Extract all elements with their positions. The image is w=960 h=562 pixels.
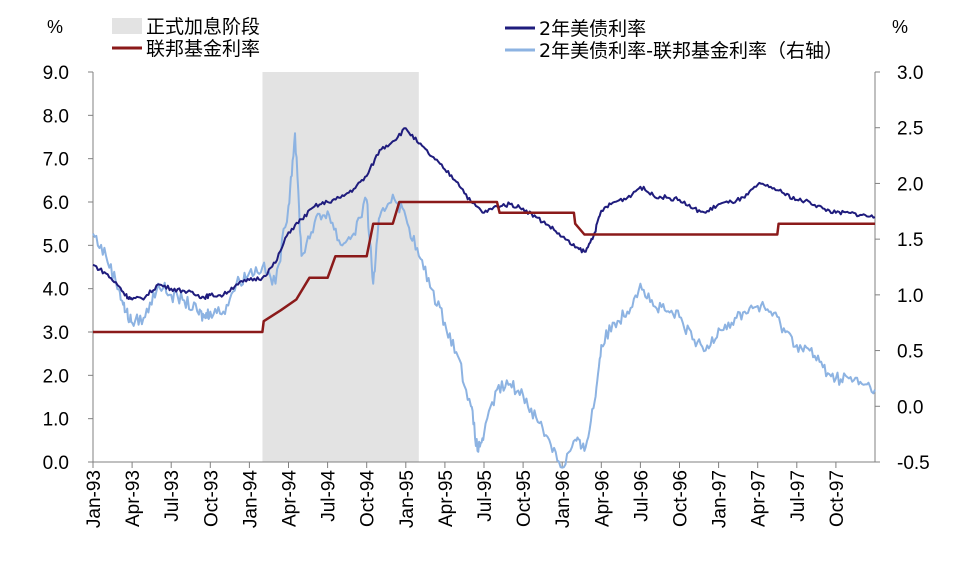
x-tick-label: Apr-94: [280, 470, 301, 527]
x-tick-label: Apr-96: [592, 470, 613, 527]
right-tick-label: 2.5: [897, 119, 923, 140]
x-tick-label: Oct-94: [358, 470, 379, 527]
x-axis-ticks: Jan-93 Apr-93 Jul-93 Oct-93 Jan-94 Apr-94 Jul-…: [84, 462, 848, 528]
right-tick-label: 2.0: [897, 174, 923, 195]
left-tick-label: 1.0: [43, 410, 69, 431]
legend-label-2y-yield: 2年美债利率: [539, 18, 646, 40]
right-tick-label: 0.0: [897, 397, 923, 418]
x-tick-label: Jul-97: [788, 470, 809, 522]
left-tick-label: 3.0: [43, 323, 69, 344]
left-tick-label: 5.0: [43, 236, 69, 257]
two-year-yield-line: [92, 127, 876, 301]
axes: [92, 72, 876, 463]
x-tick-label: Jan-97: [710, 470, 731, 528]
right-tick-label: 0.5: [897, 342, 923, 363]
legend-item-fed-funds: 联邦基金利率: [112, 38, 260, 60]
left-tick-label: 8.0: [43, 106, 69, 127]
series-lines: [92, 127, 876, 469]
rate-hike-shaded-region: [262, 72, 419, 462]
legend-item-spread: 2年美债利率-联邦基金利率（右轴）: [505, 40, 843, 62]
right-axis-ticks: -0.5 0.0 0.5 1.0 1.5 2.0 2.5 3.0: [875, 63, 930, 474]
x-tick-label: Jul-94: [319, 470, 340, 522]
legend-label-shaded: 正式加息阶段: [146, 16, 260, 38]
x-tick-label: Jan-96: [553, 470, 574, 528]
x-tick-label: Jan-94: [240, 470, 261, 529]
legend-item-shaded: 正式加息阶段: [112, 16, 260, 38]
x-tick-label: Oct-95: [514, 470, 535, 527]
left-tick-label: 6.0: [43, 193, 69, 214]
yield-spread-line: [92, 132, 876, 469]
x-tick-label: Oct-93: [201, 470, 222, 527]
left-tick-label: 9.0: [43, 63, 69, 84]
fed-funds-rate-line: [93, 200, 875, 334]
right-tick-label: 3.0: [897, 63, 923, 84]
x-tick-label: Apr-97: [749, 470, 770, 527]
legend-label-fed-funds: 联邦基金利率: [146, 38, 260, 60]
legend: 正式加息阶段 联邦基金利率 2年美债利率 2年美债利率-联邦基金利率（右轴）: [112, 16, 843, 62]
x-tick-label: Jul-95: [475, 470, 496, 522]
left-axis-unit: %: [47, 17, 63, 37]
x-tick-label: Jul-93: [162, 470, 183, 522]
right-tick-label: 1.5: [897, 230, 923, 251]
x-tick-label: Oct-97: [827, 470, 848, 527]
left-tick-label: 2.0: [43, 366, 69, 387]
legend-label-spread: 2年美债利率-联邦基金利率（右轴）: [539, 40, 843, 62]
left-tick-label: 7.0: [43, 150, 69, 171]
x-tick-label: Jul-96: [631, 470, 652, 522]
right-tick-label: -0.5: [897, 453, 930, 474]
x-tick-label: Apr-93: [123, 470, 144, 527]
left-axis-ticks: 0.0 1.0 2.0 3.0 4.0 5.0 6.0 7.0 8.0 9.0: [43, 63, 93, 474]
x-tick-label: Jan-93: [84, 470, 105, 528]
x-tick-label: Jan-95: [397, 470, 418, 528]
x-tick-label: Apr-95: [436, 470, 457, 527]
left-tick-label: 0.0: [43, 453, 69, 474]
left-tick-label: 4.0: [43, 280, 69, 301]
x-tick-label: Oct-96: [671, 470, 692, 527]
right-tick-label: 1.0: [897, 286, 923, 307]
right-axis-unit: %: [892, 17, 908, 37]
legend-swatch-shaded: [112, 18, 142, 34]
legend-item-2y-yield: 2年美债利率: [505, 18, 646, 40]
